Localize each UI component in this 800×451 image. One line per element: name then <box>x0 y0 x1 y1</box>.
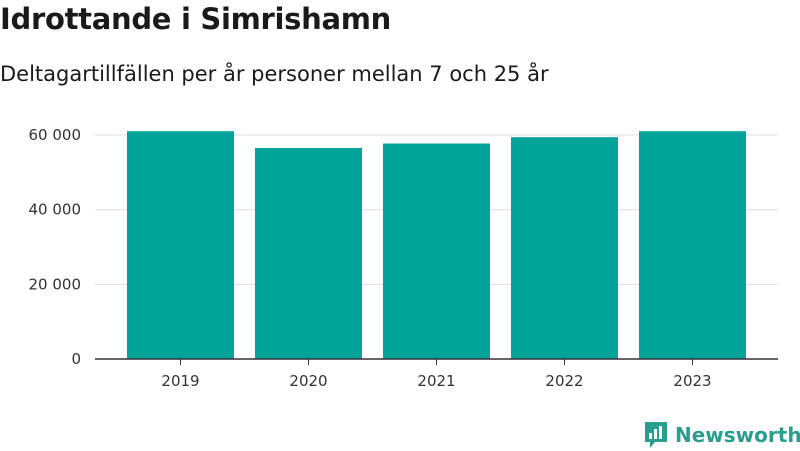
x-tick-label: 2019 <box>161 372 199 390</box>
y-tick-label: 0 <box>71 350 81 368</box>
bars <box>127 131 746 359</box>
bar-2020 <box>255 148 362 359</box>
y-axis-ticks: 0 20 000 40 000 60 000 <box>29 126 82 368</box>
y-tick-label: 20 000 <box>29 275 82 293</box>
x-tick-label: 2023 <box>673 372 711 390</box>
brand-name: Newsworthy <box>675 423 800 447</box>
bar-2021 <box>383 143 490 359</box>
x-tick-label: 2021 <box>417 372 455 390</box>
bar-2023 <box>639 131 746 359</box>
y-tick-label: 40 000 <box>29 201 82 219</box>
x-tick-label: 2020 <box>289 372 327 390</box>
chart-title: Idrottande i Simrishamn <box>0 2 392 36</box>
x-tick-label: 2022 <box>545 372 583 390</box>
bar-2019 <box>127 131 234 359</box>
chart-subtitle: Deltagartillfällen per år personer mella… <box>0 62 549 86</box>
newsworthy-logo-icon <box>645 422 667 448</box>
brand-logo[interactable]: Newsworthy <box>643 419 800 451</box>
x-axis-ticks: 2019 2020 2021 2022 2023 <box>161 359 712 390</box>
y-tick-label: 60 000 <box>29 126 82 144</box>
bar-2022 <box>511 137 618 359</box>
